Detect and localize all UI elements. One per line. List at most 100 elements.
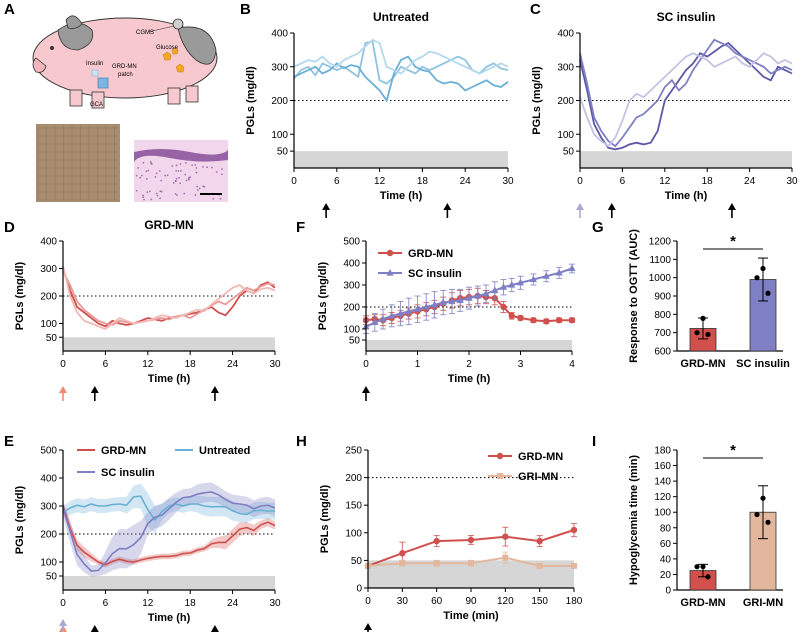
histology-cell [185, 162, 187, 164]
pig-ear [65, 15, 83, 29]
gca-label: GCA [90, 102, 103, 108]
x-tick-label: 30 [502, 176, 514, 187]
panel-label-i: I [592, 433, 596, 450]
histology-cell [149, 161, 152, 163]
x-axis-label: Time (h) [380, 190, 423, 202]
cgms-pointer [147, 25, 175, 33]
y-tick-label: 50 [46, 333, 58, 344]
histology-cell [174, 192, 177, 195]
data-point [430, 300, 439, 308]
histology-cell [135, 189, 138, 192]
panel-label-h: H [296, 433, 307, 450]
hypoglycemia-band [63, 337, 275, 351]
y-tick-label: 100 [40, 558, 57, 569]
histology-cell [196, 189, 199, 191]
histology-cell [155, 192, 158, 195]
histology-cell [137, 166, 140, 169]
x-tick-label: 60 [431, 596, 443, 607]
data-point [405, 307, 413, 314]
data-point [760, 265, 766, 272]
y-tick-label: 100 [343, 325, 360, 336]
dosing-arrow-head [607, 203, 616, 210]
data-point [542, 272, 550, 279]
y-tick-label: 0 [356, 584, 362, 595]
x-axis-label: Time (min) [443, 610, 499, 622]
x-category-label: SC insulin [736, 358, 790, 370]
histology-cell [142, 196, 145, 199]
y-tick-label: 250 [345, 446, 362, 457]
series-line-pig-2 [62, 270, 276, 326]
panel-label-d: D [4, 219, 15, 236]
data-point [468, 560, 474, 567]
dosing-arrow-head [576, 203, 584, 210]
data-point [433, 560, 440, 567]
y-tick-label: 300 [557, 62, 574, 73]
legend-label: GRD-MN [408, 248, 453, 260]
x-tick-label: 12 [374, 176, 386, 187]
series-line-pig-1 [62, 268, 276, 328]
dosing-arrow-head [322, 203, 331, 210]
y-tick-label: 400 [557, 29, 574, 40]
y-tick-label: 700 [654, 328, 671, 339]
glucose-molecule-2 [175, 63, 185, 73]
series-line-pig-2 [293, 55, 509, 103]
y-axis-label: PGLs (mg/dl) [319, 484, 331, 553]
chart-d: 50 100 200 300 400 PGLs (mg/dl) 0 6 12 18 24 30 Time… [14, 218, 281, 401]
histology-cell [196, 185, 199, 188]
y-tick-label: 800 [654, 310, 671, 321]
y-tick-label: 50 [277, 147, 289, 158]
data-point [705, 574, 711, 580]
x-tick-label: 24 [227, 598, 239, 609]
dosing-arrow-head [90, 386, 99, 393]
data-point [700, 315, 706, 321]
y-tick-label: 50 [349, 336, 361, 347]
histology-cell [189, 176, 192, 179]
data-point [555, 317, 563, 324]
y-axis-label: Response to OGTT (AUC) [628, 229, 640, 363]
panel-a-illustration: CGMS Glucose Insulin GRD-MN patch GCA [32, 15, 228, 202]
data-point [413, 305, 422, 312]
data-point [467, 536, 475, 544]
y-tick-label: 1200 [649, 237, 672, 248]
histology-cell [178, 176, 180, 179]
y-tick-label: 180 [654, 446, 671, 457]
chart-g: 600 700 800 900 1000 1100 1200 Response to OGTT… [628, 229, 790, 370]
y-tick-label: 160 [654, 461, 671, 472]
chart-c: 50 100 200 300 400 PGLs (mg/dl) 0 6 12 18 24 30 Time… [531, 10, 798, 218]
chart-b: 50 100 200 300 400 PGLs (mg/dl) 0 6 12 18 24 30 Time… [245, 10, 514, 218]
data-point [570, 526, 578, 534]
y-tick-label: 300 [271, 62, 288, 73]
data-point [543, 318, 550, 325]
series-line-grd-mn [62, 505, 276, 566]
histology-cell [175, 164, 178, 167]
y-axis-label: Hypoglycemia time (min) [628, 455, 640, 586]
series-line-pig-3 [293, 38, 509, 75]
histology-cell [195, 171, 198, 174]
x-tick-label: 0 [365, 596, 371, 607]
series-line-pig-3 [62, 265, 276, 331]
x-axis-label: Time (h) [148, 612, 191, 624]
data-point [465, 294, 473, 301]
chart-h: 0 50 100 150 200 250 PGLs (mg/dl) 0 30 60 90 120 150… [319, 446, 583, 632]
y-tick-label: 200 [345, 473, 362, 484]
series-line-pig-2 [579, 38, 793, 148]
y-tick-label: 80 [660, 523, 672, 534]
x-axis-label: Time (h) [665, 190, 708, 202]
histology-cell [150, 162, 153, 165]
data-point [754, 511, 760, 518]
dosing-arrow-head [364, 623, 372, 630]
histology-cell [176, 194, 178, 197]
y-tick-label: 300 [40, 502, 57, 513]
x-tick-label: 24 [460, 176, 472, 187]
glucose-label: Glucose [156, 45, 179, 51]
x-tick-label: 6 [620, 176, 626, 187]
y-tick-label: 200 [557, 96, 574, 107]
x-tick-label: 6 [103, 598, 109, 609]
y-tick-label: 200 [343, 303, 360, 314]
x-axis-label: Time (h) [148, 373, 191, 385]
x-axis-label: Time (h) [448, 373, 491, 385]
x-tick-label: 30 [269, 359, 281, 370]
data-point [508, 312, 515, 319]
panel-label-b: B [240, 1, 251, 18]
